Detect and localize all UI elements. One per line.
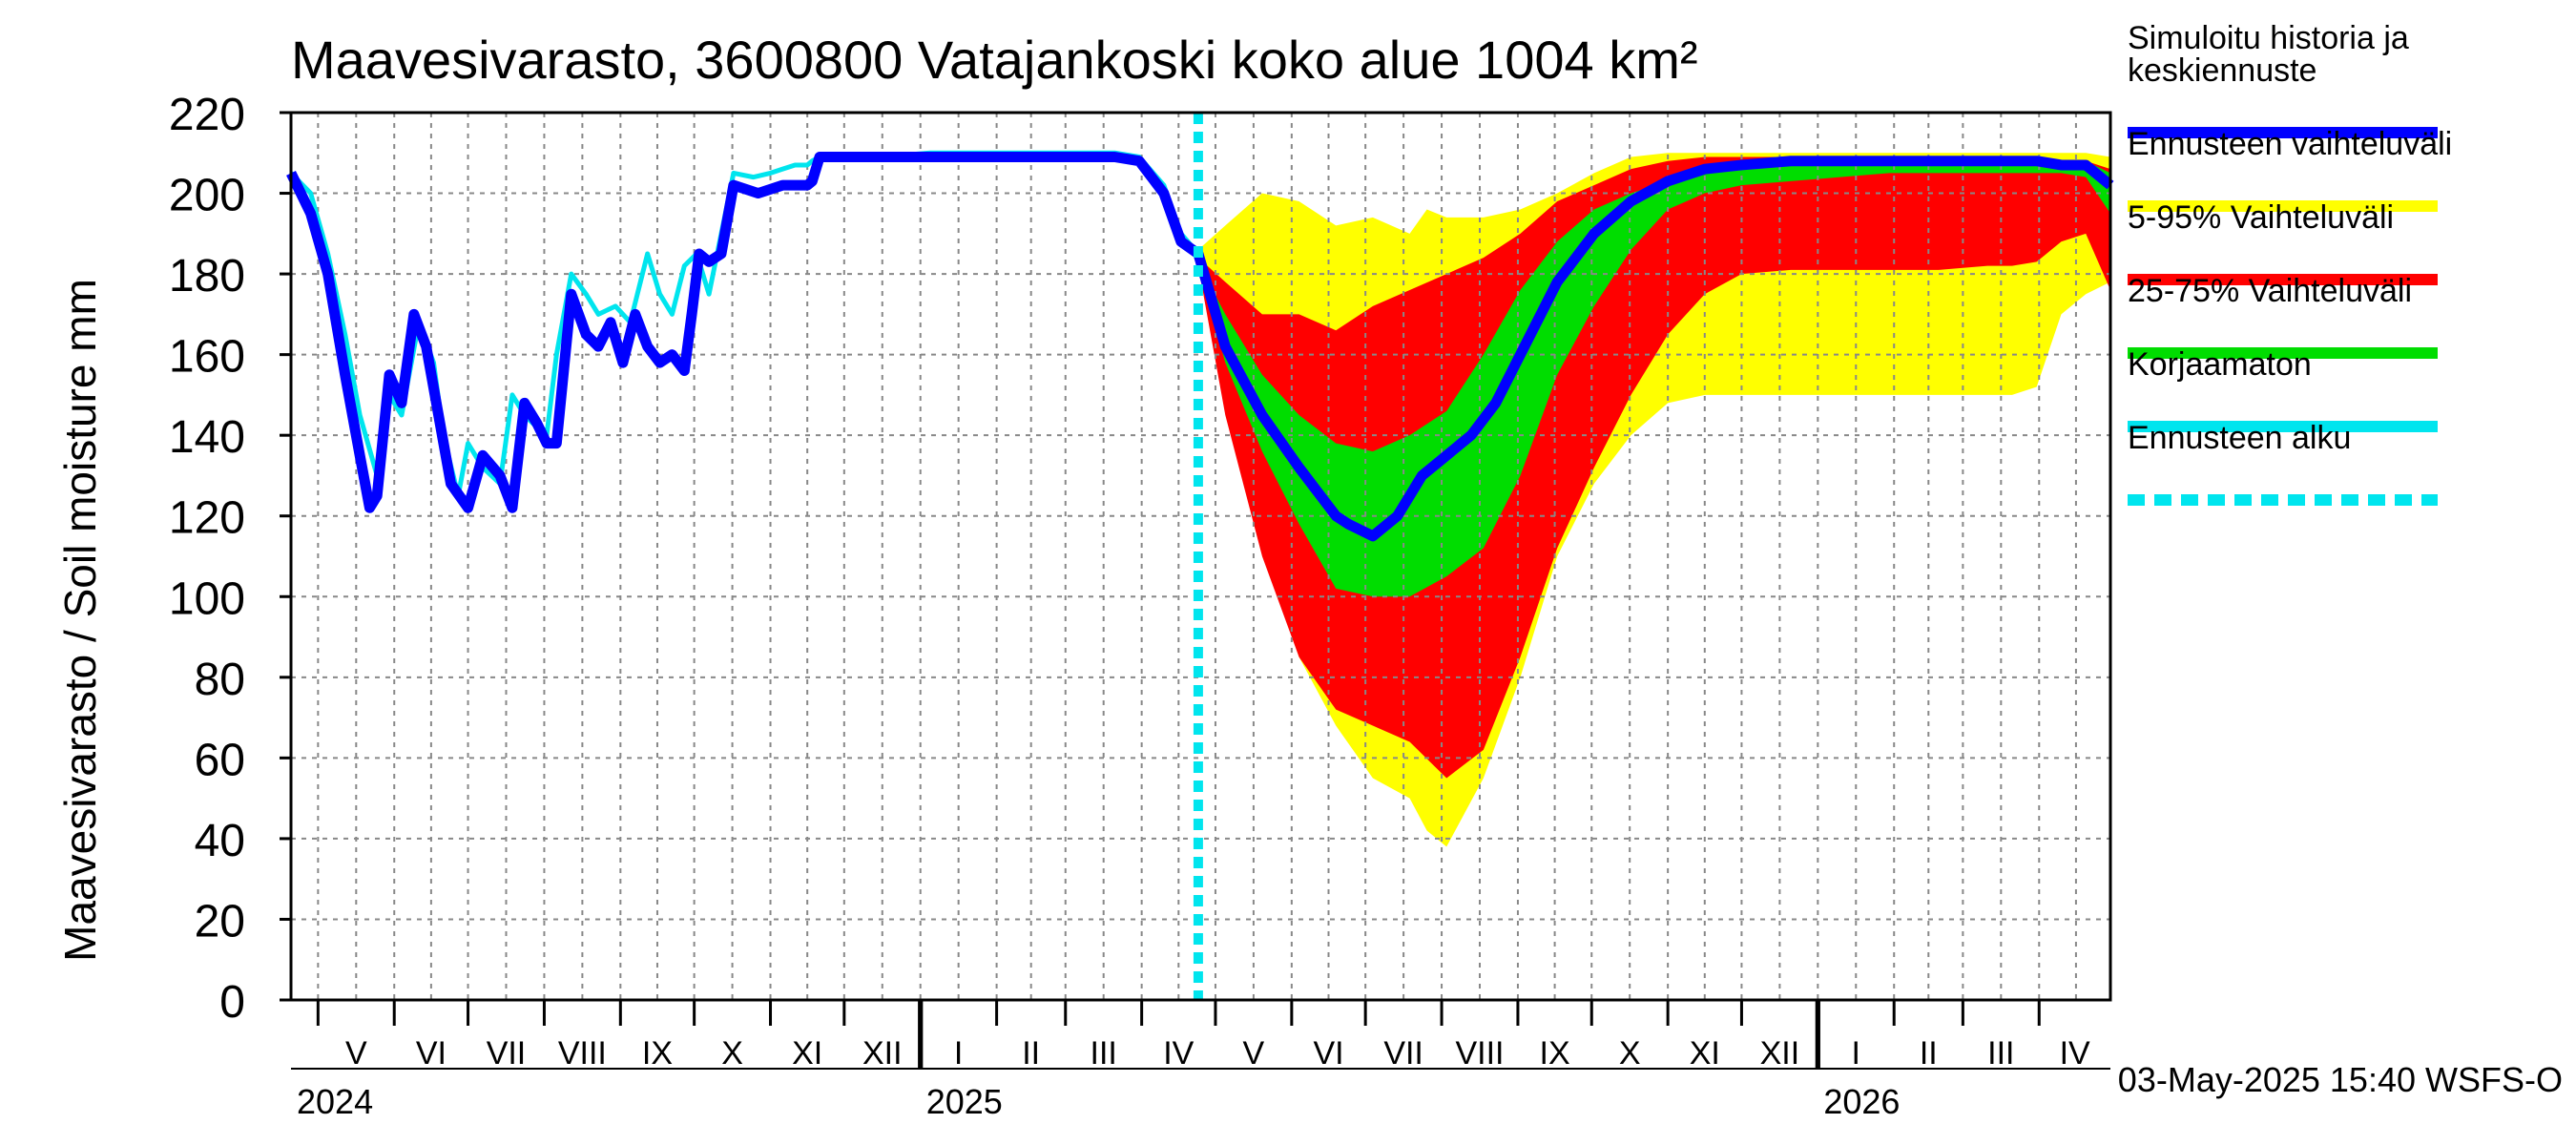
month-label: X bbox=[1619, 1035, 1641, 1072]
y-tick-label: 60 bbox=[195, 735, 245, 785]
month-label: IV bbox=[2060, 1035, 2090, 1072]
y-axis-label: Maavesivarasto / Soil moisture mm bbox=[55, 279, 105, 962]
y-tick-label: 160 bbox=[169, 332, 245, 383]
legend-label: Ennusteen vaihteluväli bbox=[2128, 126, 2452, 162]
timestamp-footer: 03-May-2025 15:40 WSFS-O bbox=[2118, 1060, 2563, 1099]
line-simuloitu-historia-ja-keskiennuste bbox=[286, 152, 2114, 542]
month-label: III bbox=[1987, 1035, 2014, 1072]
legend-label: Korjaamaton bbox=[2128, 346, 2312, 383]
legend-label: 5-95% Vaihteluväli bbox=[2128, 199, 2394, 236]
month-label: XII bbox=[1760, 1035, 1800, 1072]
month-label: IX bbox=[1540, 1035, 1570, 1072]
year-label: 2024 bbox=[297, 1082, 373, 1121]
month-label: I bbox=[954, 1035, 963, 1072]
y-tick-label: 20 bbox=[195, 896, 245, 947]
month-label: VI bbox=[416, 1035, 447, 1072]
y-tick-label: 200 bbox=[169, 171, 245, 221]
y-tick-label: 140 bbox=[169, 412, 245, 463]
y-tick-label: 180 bbox=[169, 251, 245, 302]
grid-lines bbox=[291, 113, 2110, 1000]
month-label: VI bbox=[1313, 1035, 1343, 1072]
month-label: V bbox=[345, 1035, 367, 1072]
plot-frame bbox=[289, 111, 2112, 1002]
legend-label: 25-75% Vaihteluväli bbox=[2128, 273, 2412, 309]
y-tick-label: 220 bbox=[169, 90, 245, 140]
month-label: VIII bbox=[1455, 1035, 1504, 1072]
month-label: V bbox=[1243, 1035, 1265, 1072]
chart-title: Maavesivarasto, 3600800 Vatajankoski kok… bbox=[291, 30, 1697, 90]
band-5-95-vaihteluv-li bbox=[1197, 156, 2110, 779]
forecast-bands bbox=[1197, 153, 2110, 847]
legend-label: Ennusteen alku bbox=[2128, 420, 2351, 456]
y-tick-label: 80 bbox=[195, 655, 245, 705]
month-label: IX bbox=[642, 1035, 673, 1072]
month-label: X bbox=[721, 1035, 743, 1072]
year-label: 2026 bbox=[1823, 1082, 1900, 1121]
y-tick-label: 120 bbox=[169, 493, 245, 544]
month-label: VII bbox=[1383, 1035, 1423, 1072]
year-label: 2025 bbox=[926, 1082, 1003, 1121]
month-label: II bbox=[1022, 1035, 1040, 1072]
y-tick-label: 40 bbox=[195, 816, 245, 866]
series-lines bbox=[286, 113, 2114, 1000]
month-label: III bbox=[1091, 1035, 1117, 1072]
y-tick-label: 100 bbox=[169, 573, 245, 624]
month-label: XII bbox=[862, 1035, 903, 1072]
legend-label: Simuloitu historia ja keskiennuste bbox=[2128, 20, 2409, 89]
month-label: IV bbox=[1163, 1035, 1194, 1072]
y-tick-label: 0 bbox=[219, 977, 245, 1028]
month-label: XI bbox=[1690, 1035, 1720, 1072]
month-label: II bbox=[1920, 1035, 1938, 1072]
month-label: VII bbox=[487, 1035, 527, 1072]
month-label: VIII bbox=[558, 1035, 607, 1072]
month-label: XI bbox=[792, 1035, 822, 1072]
band-25-75-vaihteluv-li bbox=[1197, 160, 2110, 597]
month-label: I bbox=[1852, 1035, 1860, 1072]
legend: Simuloitu historia ja keskiennuste Ennuste… bbox=[2128, 20, 2452, 506]
